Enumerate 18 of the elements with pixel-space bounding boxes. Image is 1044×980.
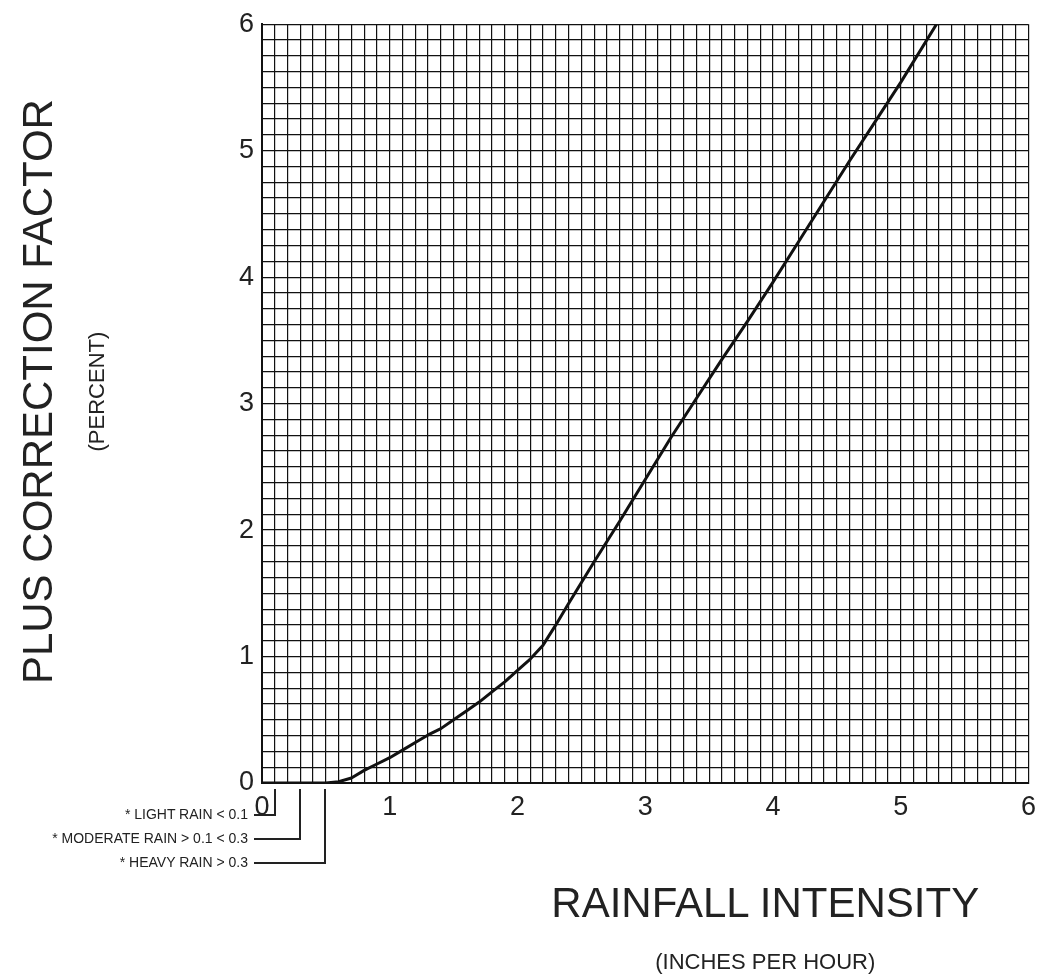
y-tick-label: 3	[238, 387, 254, 418]
x-tick-label: 2	[509, 790, 526, 821]
x-tick-label: 6	[1020, 790, 1037, 821]
x-tick-label: 1	[382, 790, 398, 821]
y-tick-label: 4	[238, 260, 254, 291]
y-axis-title: PLUS CORRECTION FACTOR (PERCENT)	[13, 99, 110, 685]
x-tick-label: 4	[765, 790, 781, 821]
y-tick-label: 6	[238, 7, 254, 38]
y-tick-label: 2	[238, 513, 254, 544]
x-tick-label: 5	[893, 790, 909, 821]
text: * HEAVY RAIN > 0.3	[119, 853, 249, 870]
y-tick-label: 0	[238, 766, 254, 797]
x-axis-title: RAINFALL INTENSITY (INCHES PER HOUR)	[551, 878, 980, 975]
text: * MODERATE RAIN > 0.1 < 0.3	[52, 829, 249, 846]
y-tick-label: 1	[238, 639, 254, 670]
y-tick-label: 5	[238, 134, 254, 165]
x-tick-label: 3	[637, 790, 653, 821]
text: * LIGHT RAIN < 0.1	[124, 805, 249, 822]
